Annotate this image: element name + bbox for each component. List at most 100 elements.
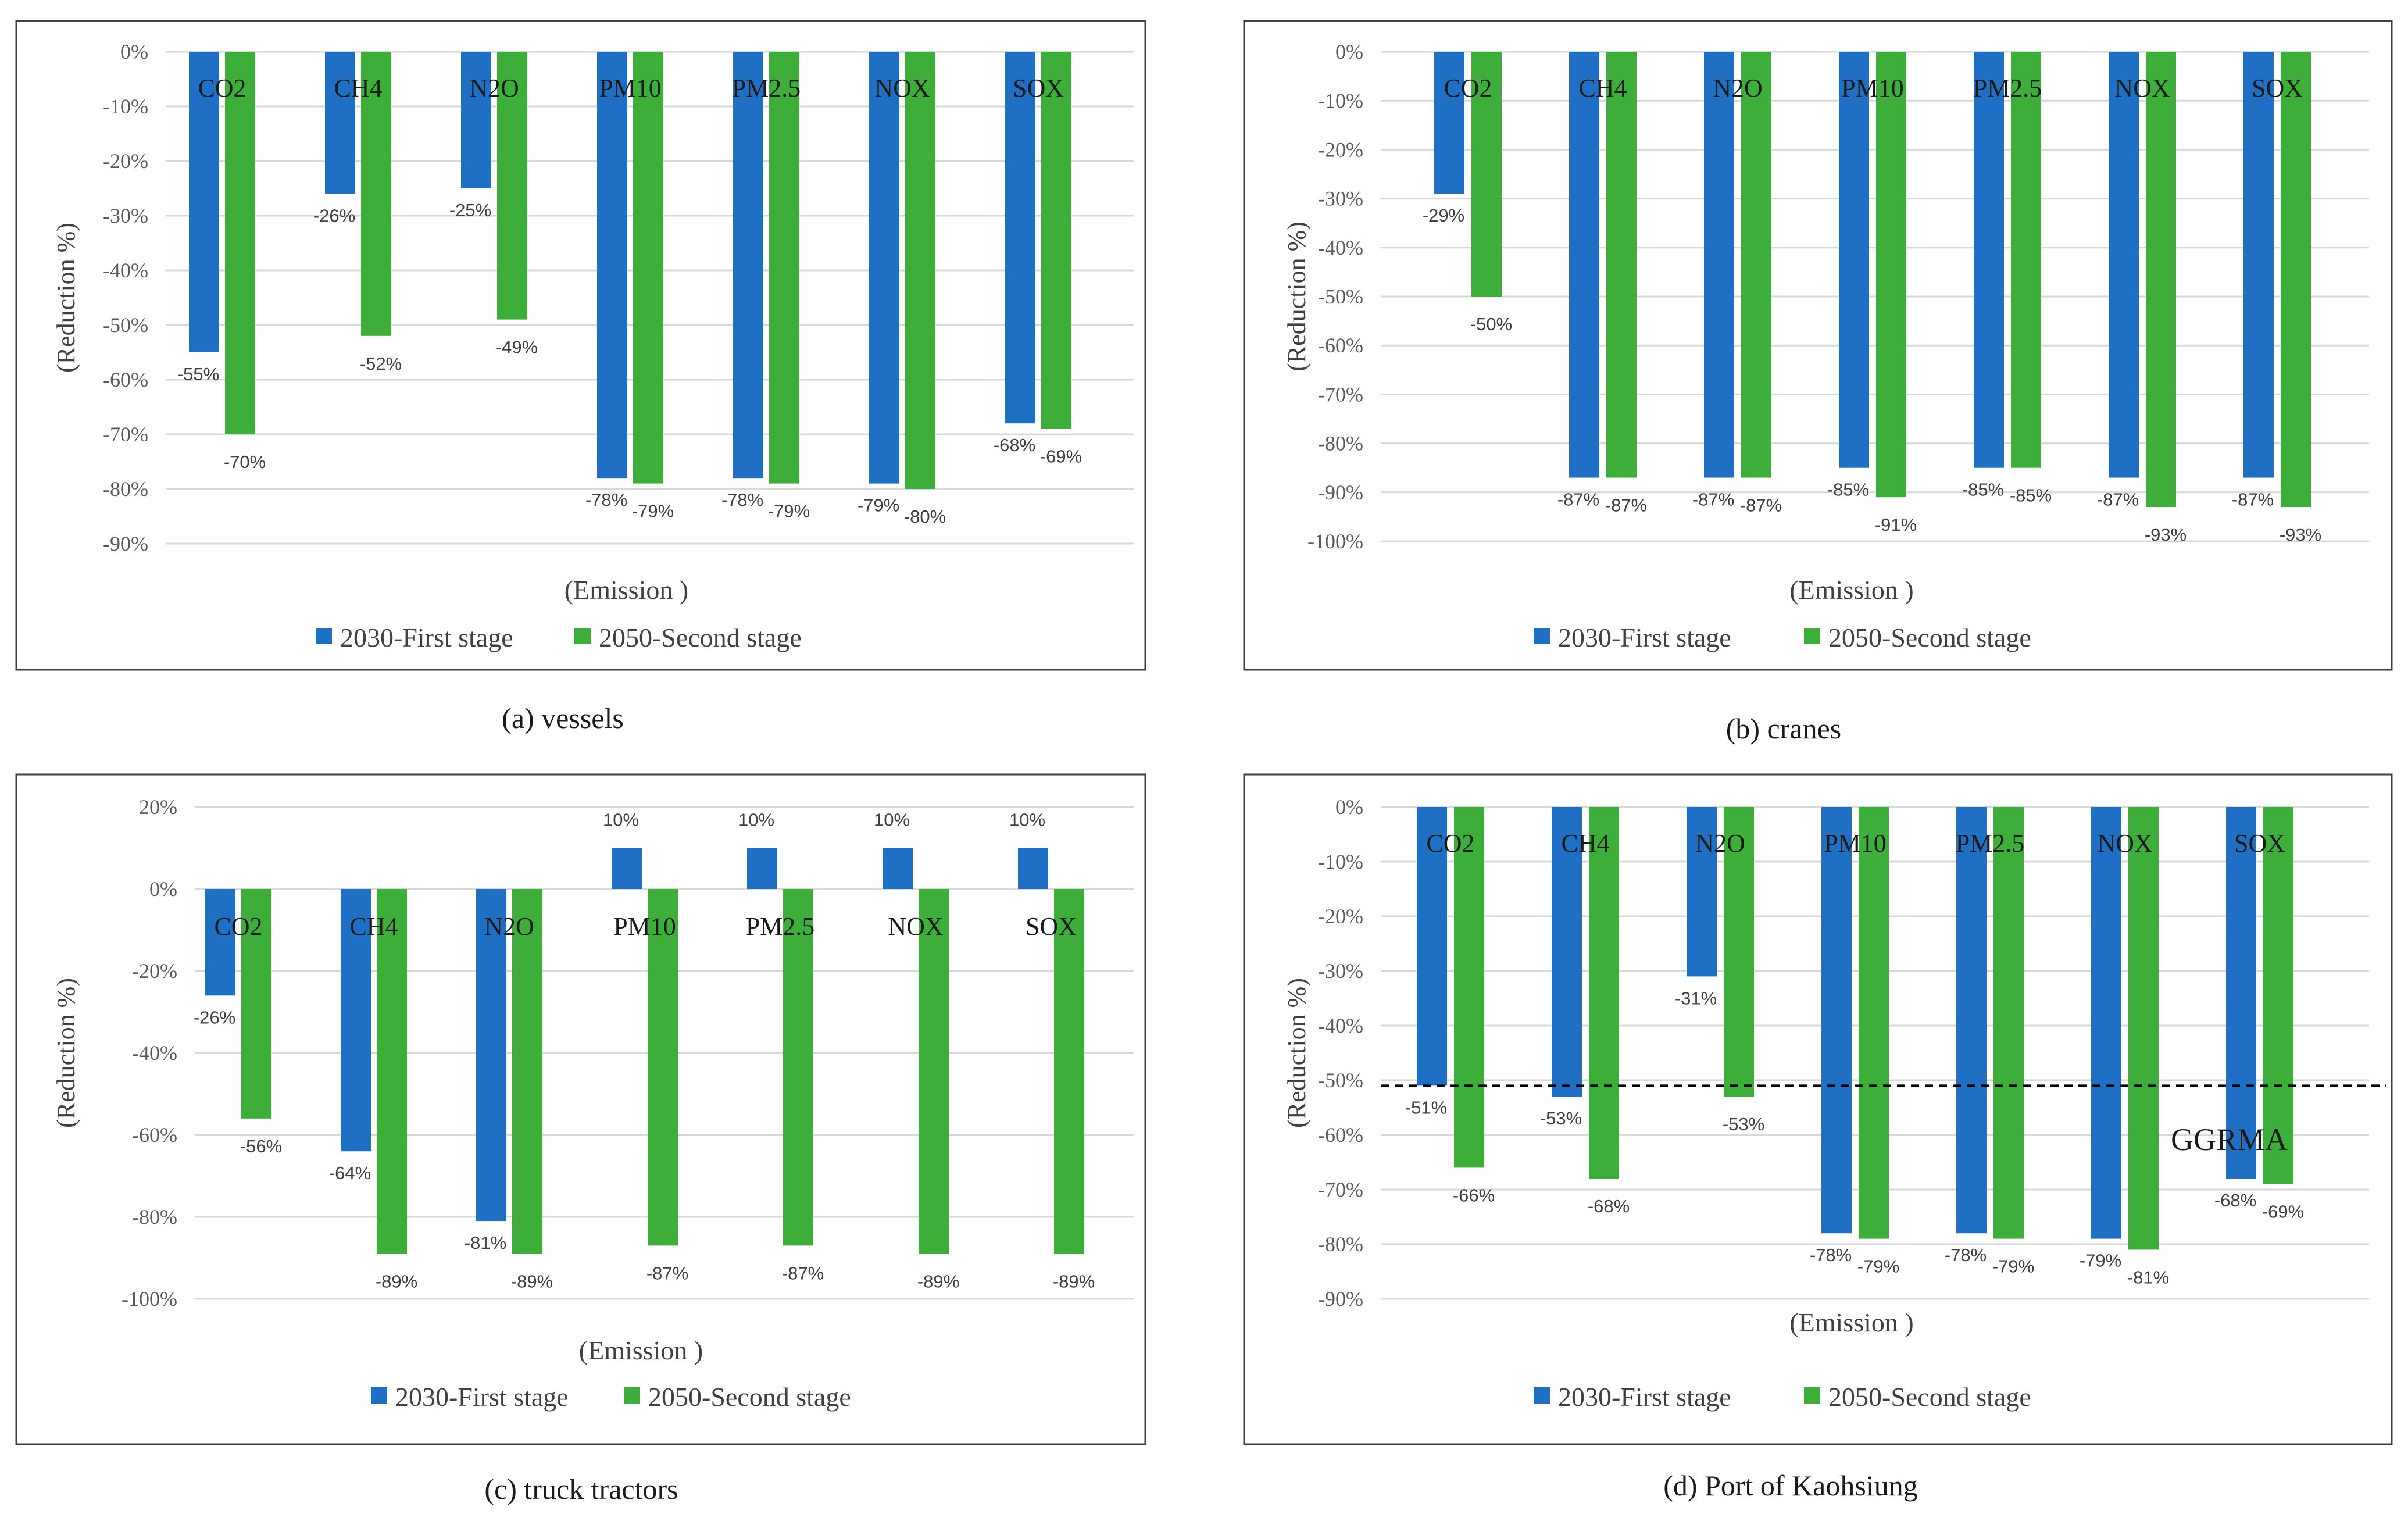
bar-2030-n2o [1704, 52, 1734, 478]
bar-2030-pm10 [612, 848, 642, 889]
bar-2050-pm10 [648, 889, 678, 1246]
bar-2050-pm25 [783, 889, 813, 1246]
bar-2050-n2o [1724, 807, 1754, 1097]
chart-panel-4: 0% -10% -20% -30% -40% -50% -60% -70% -80% -90% -5… [1243, 773, 2393, 1445]
data-label: -87% [1692, 490, 1734, 510]
category-label: CH4 [1578, 74, 1627, 102]
category-label: SOX [2252, 74, 2303, 102]
y-tick-label: 0% [1335, 40, 1363, 63]
x-axis-label: (Emission ) [565, 575, 688, 605]
data-label: -81% [2127, 1267, 2169, 1287]
legend: 2030-First stage 2050-Second stage [316, 623, 802, 652]
y-tick-label: -40% [132, 1041, 177, 1065]
data-label: -70% [224, 452, 266, 472]
bar-2030-co2 [189, 52, 219, 352]
y-tick-label: -50% [103, 313, 148, 337]
data-label: -87% [782, 1263, 824, 1283]
category-label: NOX [874, 74, 930, 102]
y-axis-label: (Reduction %) [1282, 978, 1311, 1128]
legend-swatch-2030 [1534, 1387, 1550, 1404]
category-label: PM2.5 [732, 74, 801, 102]
data-label: -85% [1827, 480, 1869, 500]
category-label: CH4 [349, 912, 398, 941]
legend-label-2050: 2050-Second stage [648, 1382, 851, 1412]
ggrma-annotation: GGRMA [2171, 1122, 2288, 1157]
bar-2030-pm10 [597, 52, 627, 479]
bar-2050-nox [2146, 52, 2176, 508]
y-tick-label: -70% [1318, 1178, 1363, 1201]
y-tick-label: 0% [120, 40, 148, 63]
y-tick-label: -80% [1318, 432, 1363, 455]
data-label: -87% [1740, 495, 1782, 516]
legend-label-2050: 2050-Second stage [1828, 623, 2031, 652]
bar-2050-pm25 [769, 52, 799, 484]
category-label: CO2 [214, 912, 262, 941]
category-label: PM10 [599, 74, 662, 102]
bar-2050-sox [1054, 889, 1084, 1254]
bar-2030-nox [869, 52, 899, 484]
panel-caption: (a) vessels [502, 702, 624, 734]
data-label: -78% [585, 490, 627, 510]
bar-2050-pm10 [633, 52, 663, 484]
bar-2030-sox [1018, 848, 1048, 889]
data-label: -89% [1053, 1271, 1095, 1291]
data-label: -53% [1540, 1108, 1582, 1129]
x-axis-label: (Emission ) [579, 1336, 703, 1365]
data-label: -69% [2262, 1202, 2304, 1222]
bar-2030-pm10 [1821, 807, 1852, 1234]
data-label: -78% [1810, 1245, 1852, 1265]
data-label: -53% [1723, 1114, 1764, 1134]
bar-2030-ch4 [341, 889, 371, 1152]
category-label: NOX [888, 912, 943, 941]
category-label: N2O [1713, 74, 1763, 102]
data-label: -89% [376, 1271, 417, 1291]
data-label: -79% [632, 501, 674, 522]
data-label: -87% [646, 1263, 688, 1283]
legend-label-2030: 2030-First stage [395, 1382, 569, 1412]
y-tick-label: -50% [1318, 285, 1363, 308]
legend-label-2030: 2030-First stage [1558, 1382, 1731, 1412]
data-label: -26% [313, 205, 355, 226]
y-tick-label: 20% [139, 795, 177, 819]
bar-2030-co2 [205, 889, 235, 996]
legend-label-2050: 2050-Second stage [599, 623, 802, 652]
data-label: -81% [465, 1233, 506, 1253]
category-label: N2O [469, 74, 519, 102]
panel-caption: (c) truck tractors [484, 1473, 678, 1505]
data-label: -51% [1405, 1097, 1447, 1117]
data-label: -56% [240, 1136, 282, 1156]
bar-2050-pm25 [2011, 52, 2041, 468]
y-tick-label: -70% [103, 423, 148, 446]
data-label: -68% [2214, 1190, 2256, 1211]
legend-swatch-2050 [1804, 1387, 1820, 1404]
bar-2050-nox [919, 889, 949, 1254]
category-label: N2O [484, 912, 534, 941]
y-tick-label: -40% [1318, 1014, 1363, 1037]
category-label: PM10 [1841, 74, 1904, 102]
chart-panel-2: 0% -10% -20% -30% -40% -50% -60% -70% -80% -90% -1… [1243, 20, 2393, 671]
bar-2030-pm25 [733, 52, 763, 479]
panel-caption: (d) Port of Kaohsiung [1663, 1469, 1917, 1502]
legend-swatch-2030 [316, 628, 332, 644]
category-label: PM2.5 [746, 912, 815, 941]
category-label: SOX [2234, 829, 2285, 858]
y-tick-label: -70% [1318, 383, 1363, 406]
y-tick-label: -20% [103, 149, 148, 173]
panel-caption: (b) cranes [1726, 712, 1842, 745]
data-label: -87% [1605, 495, 1647, 516]
data-label: -93% [2145, 524, 2187, 545]
y-tick-label: -30% [103, 204, 148, 227]
y-tick-label: 0% [149, 877, 177, 901]
bar-2050-pm25 [1993, 807, 2024, 1239]
data-label: -87% [2232, 490, 2274, 510]
bar-2030-nox [883, 848, 913, 889]
category-label: PM10 [1824, 829, 1887, 858]
bar-2030-nox [2091, 807, 2121, 1239]
category-label: N2O [1695, 829, 1745, 858]
bar-2050-n2o [497, 52, 527, 320]
y-tick-label: -100% [122, 1287, 177, 1311]
bar-2030-sox [2226, 807, 2256, 1179]
bar-2050-pm10 [1876, 52, 1906, 498]
data-label: 10% [874, 810, 910, 830]
